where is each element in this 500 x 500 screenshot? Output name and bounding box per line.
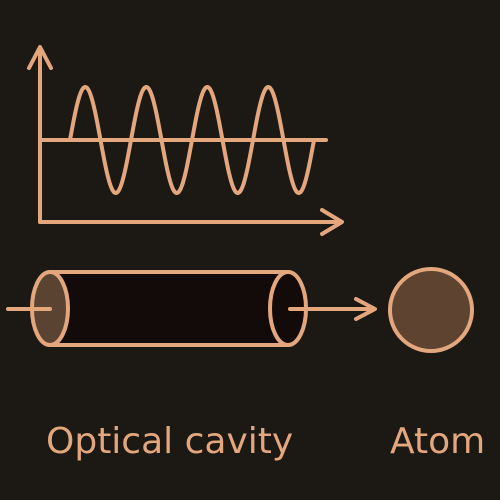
cavity-body (48, 270, 290, 347)
beam-arrowhead (354, 297, 377, 321)
optical-cavity-icon (6, 270, 377, 347)
wave-plot (27, 45, 344, 236)
x-axis-arrowhead (320, 208, 344, 236)
atom-label: Atom (390, 421, 486, 462)
y-axis-arrowhead (27, 45, 53, 70)
atom-circle-icon (388, 267, 474, 353)
optical-cavity-label: Optical cavity (46, 421, 294, 462)
sine-wave (68, 85, 316, 195)
